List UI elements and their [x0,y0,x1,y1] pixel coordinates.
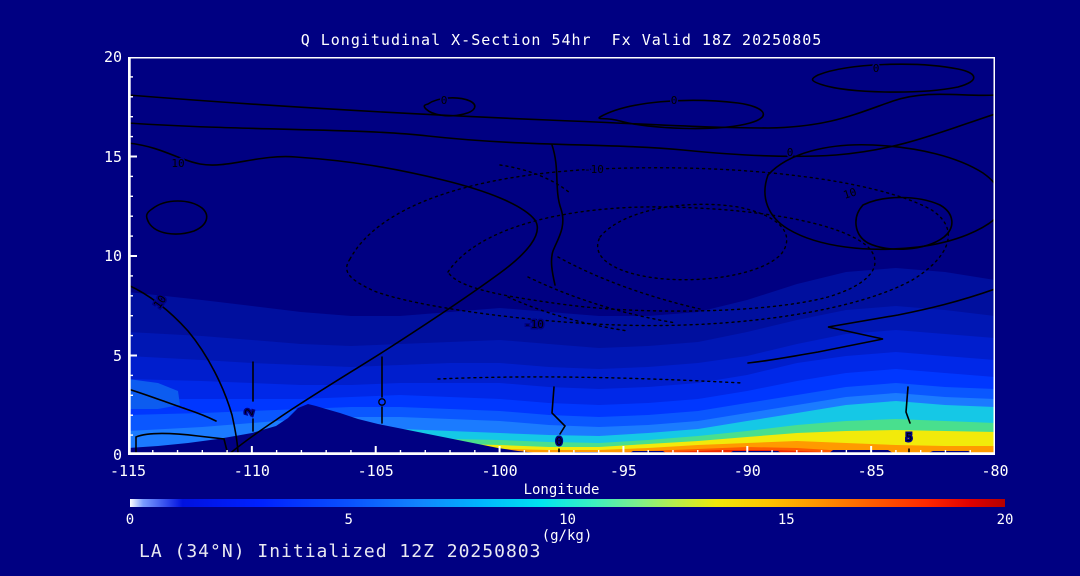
x-tick-label: -100 [481,462,518,480]
contour-label: 0 [441,94,448,107]
colorbar [130,499,1005,507]
y-tick-label: 10 [103,247,122,265]
colorbar-tick-label: 10 [559,512,576,528]
contour-label: 0 [671,94,678,107]
x-axis-title: Longitude [523,482,600,498]
plot-area: 10 10 0 0 0 0 -10 -10 10 2 0 5 [127,56,996,456]
x-tick-label: -85 [857,462,885,480]
initialization-note: LA (34°N) Initialized 12Z 20250803 [139,541,542,562]
plot-frame [127,57,995,456]
y-tick-label: 0 [112,446,122,464]
x-tick-label: -95 [609,462,637,480]
contour-label: 0 [556,435,563,448]
colorbar-tick-label: 5 [344,512,353,528]
contour-label: 0 [873,62,880,75]
contour-label: 10 [171,157,184,170]
colorbar-unit-label: (g/kg) [541,528,593,544]
contour-label: -10 [584,163,604,176]
contour-label: 0 [787,146,794,159]
contour-label: -10 [524,318,544,331]
colorbar-tick-label: 20 [996,512,1014,528]
x-tick-label: -105 [357,462,394,480]
y-tick-label: 5 [112,346,122,365]
colorbar-tick-label: 15 [777,512,795,528]
x-tick-label: -80 [981,462,1009,480]
contour-label: 5 [906,431,913,444]
contour-lines-solid [127,63,996,456]
y-tick-label: 20 [103,48,122,66]
page-title: Q Longitudinal X-Section 54hr Fx Valid 1… [300,31,823,49]
contour-lines-dotted [346,164,949,384]
contour-label: 10 [842,185,859,201]
x-tick-label: -110 [233,462,270,480]
x-tick-label: -115 [109,462,147,480]
terrain-mountains [128,404,560,455]
x-tick-label: -90 [733,462,761,480]
y-tick-label: 15 [103,147,122,166]
colorbar-tick-label: 0 [125,512,135,528]
